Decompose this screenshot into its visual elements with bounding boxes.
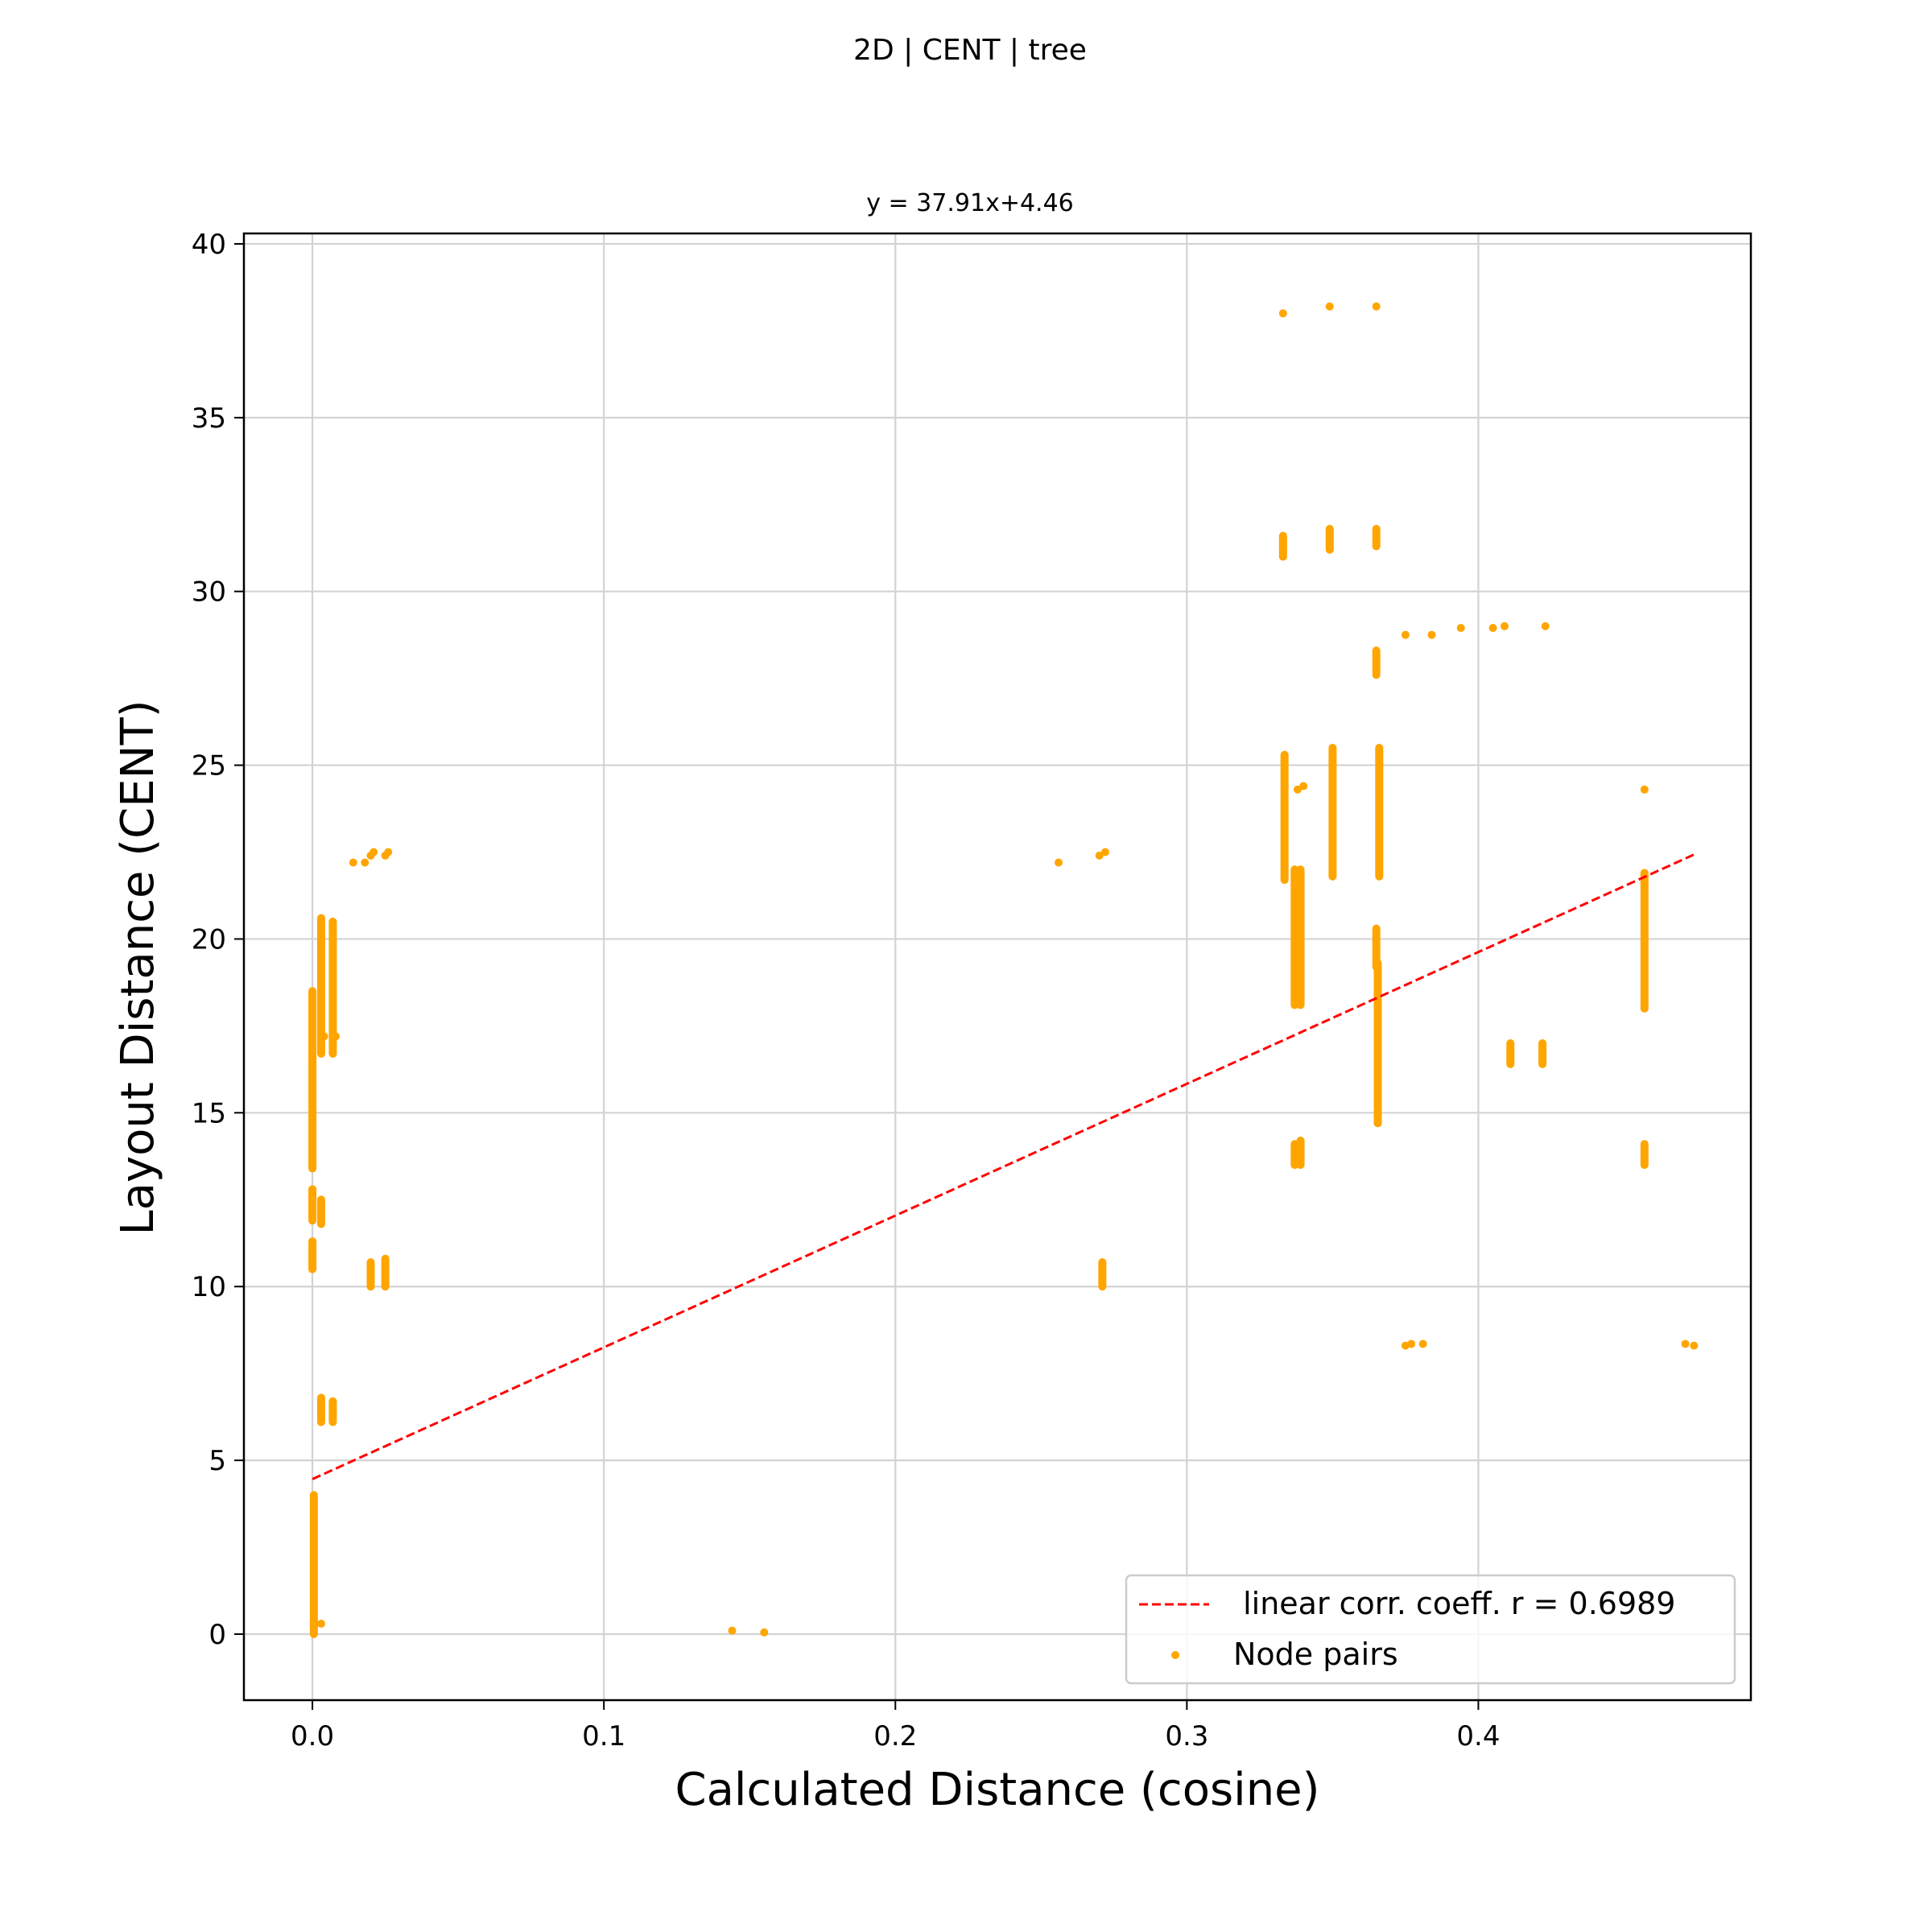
node-pair-point <box>1278 309 1287 318</box>
x-tick-label: 0.2 <box>873 1720 917 1752</box>
y-axis-ticks: 0 5 10 15 20 25 30 35 40 <box>192 229 244 1651</box>
node-pair-point <box>369 848 378 857</box>
node-pair-point <box>1640 785 1649 794</box>
figure-suptitle: 2D | CENT | tree <box>853 34 1087 67</box>
legend: linear corr. coeff. r = 0.6989 Node pair… <box>1125 1574 1736 1685</box>
legend-box <box>1125 1574 1736 1685</box>
node-pair-point <box>332 1032 341 1041</box>
legend-fit-line-label: linear corr. coeff. r = 0.6989 <box>1233 1586 1675 1621</box>
node-pair-point <box>1456 624 1465 633</box>
x-axis-label: Calculated Distance (cosine) <box>675 1764 1320 1816</box>
y-tick-label: 5 <box>208 1445 226 1477</box>
y-axis-label: Layout Distance (CENT) <box>112 700 164 1235</box>
node-pair-point <box>1372 302 1381 311</box>
x-axis-ticks: 0.0 0.1 0.2 0.3 0.4 <box>291 1700 1500 1752</box>
node-pair-point <box>1418 1340 1427 1348</box>
node-pair-point <box>760 1628 769 1637</box>
node-pair-point <box>1681 1340 1690 1348</box>
x-tick-label: 0.0 <box>291 1720 334 1752</box>
node-pair-point <box>349 858 357 867</box>
linear-fit-line <box>312 853 1695 1480</box>
node-pair-point <box>1325 302 1334 311</box>
x-tick-label: 0.4 <box>1456 1720 1500 1752</box>
node-pair-point <box>1501 621 1509 630</box>
node-pair-point <box>316 1620 325 1629</box>
x-tick-label: 0.3 <box>1165 1720 1208 1752</box>
x-tick-label: 0.1 <box>582 1720 625 1752</box>
node-pair-point <box>1488 624 1497 633</box>
node-pair-point <box>320 1032 328 1041</box>
y-tick-label: 40 <box>192 229 226 261</box>
plot-marks <box>308 302 1699 1638</box>
node-pair-point <box>1407 1340 1416 1348</box>
legend-node-pairs-label: Node pairs <box>1233 1637 1398 1672</box>
node-pair-point <box>1095 851 1104 860</box>
y-tick-label: 30 <box>192 576 226 609</box>
y-tick-label: 0 <box>208 1619 226 1651</box>
node-pair-point <box>728 1626 737 1635</box>
y-tick-label: 20 <box>192 923 226 956</box>
node-pair-point <box>1427 630 1436 639</box>
axes-subtitle: y = 37.91x+4.46 <box>866 189 1074 217</box>
grid-lines <box>244 233 1751 1700</box>
node-pair-point <box>1401 630 1410 639</box>
y-tick-label: 15 <box>192 1097 226 1129</box>
legend-node-pairs-swatch <box>1171 1651 1179 1659</box>
node-pair-point <box>1690 1341 1699 1350</box>
axes-frame <box>242 232 1752 1702</box>
y-tick-label: 35 <box>192 402 226 435</box>
node-pair-point <box>1055 858 1063 867</box>
node-pair-point <box>1293 785 1302 794</box>
node-pair-point <box>361 858 369 867</box>
y-tick-label: 10 <box>192 1271 226 1303</box>
node-pair-point <box>1299 782 1308 791</box>
node-pair-point <box>1100 848 1109 857</box>
node-pair-point <box>384 848 393 857</box>
node-pair-point <box>1541 621 1550 630</box>
y-tick-label: 25 <box>192 750 226 782</box>
